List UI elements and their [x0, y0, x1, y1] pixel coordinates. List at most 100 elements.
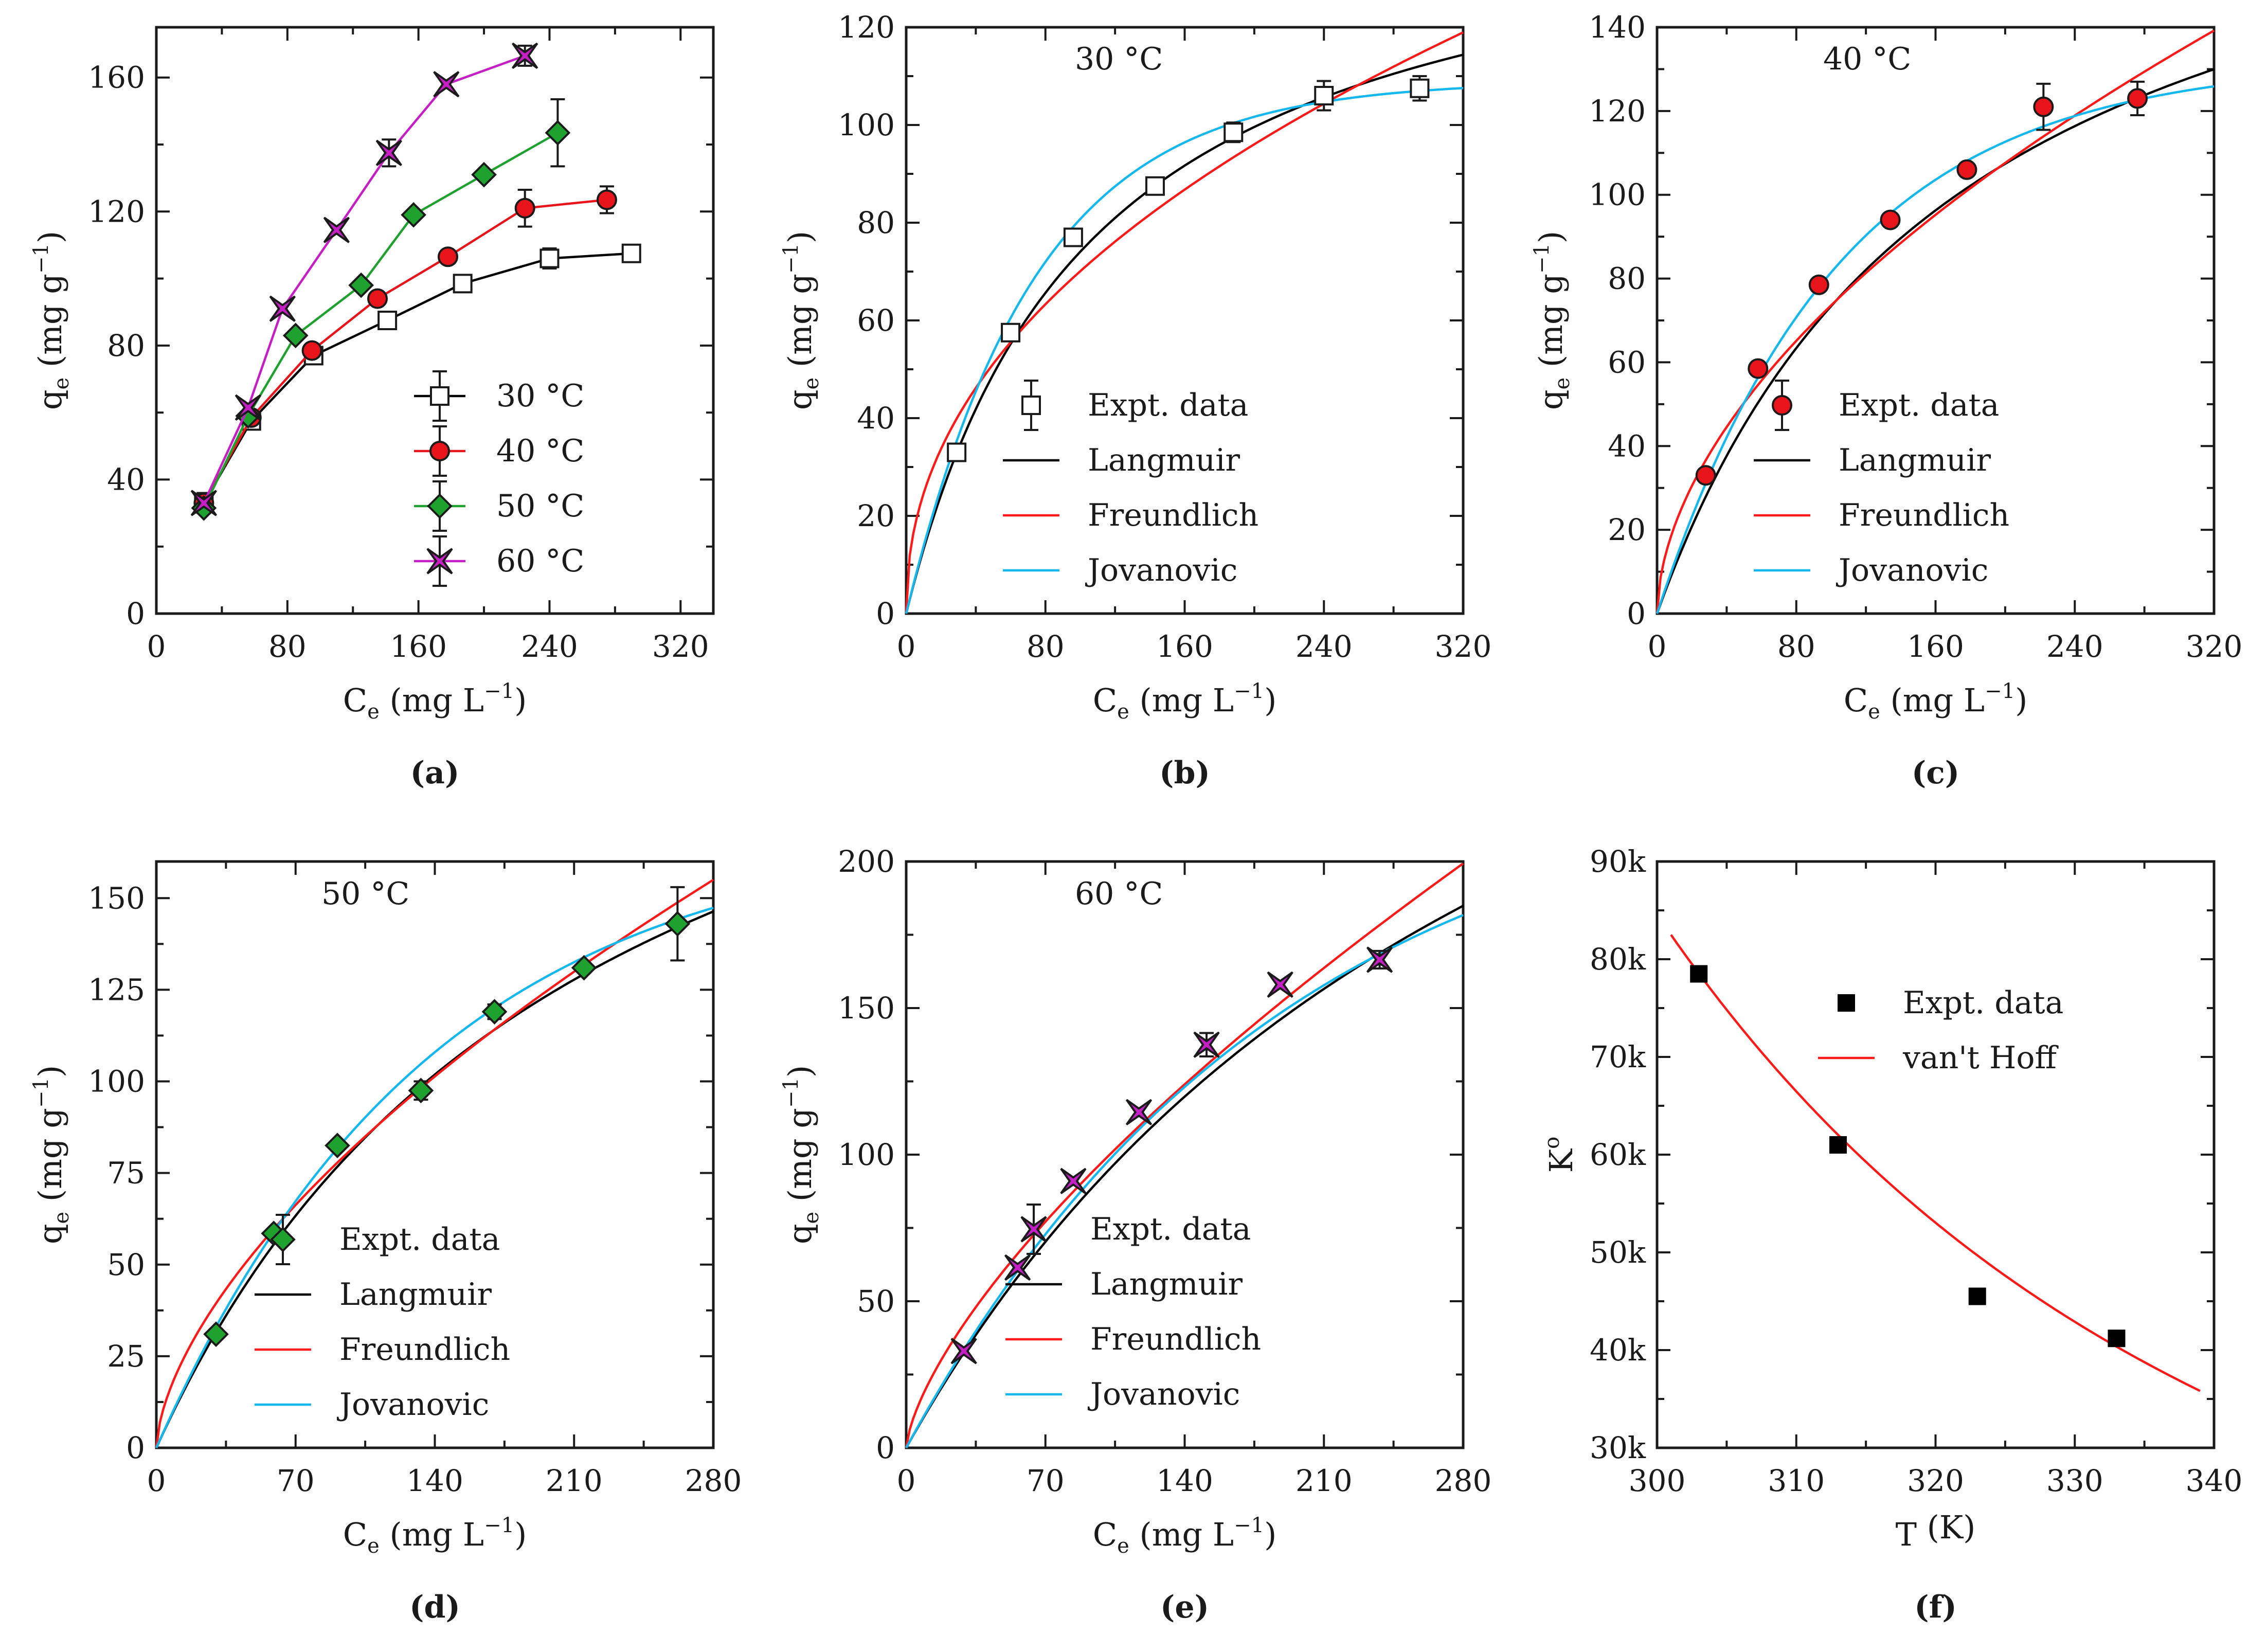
x-tick-label: 300 — [1629, 1463, 1686, 1498]
x-tick-label: 140 — [406, 1463, 463, 1498]
y-axis-label: qe (mg g−1) — [29, 231, 74, 410]
axis-label-sub: e — [1117, 700, 1129, 724]
data-point — [471, 161, 497, 188]
y-tick-label: 120 — [1589, 94, 1646, 129]
x-tick-label: 0 — [1648, 629, 1667, 664]
data-point — [282, 322, 309, 349]
data-point — [1829, 1136, 1847, 1154]
y-axis-label: Ko — [1540, 1137, 1580, 1173]
x-tick-label: 280 — [685, 1463, 742, 1498]
legend-label: Langmuir — [1090, 1266, 1243, 1302]
legend-marker — [1772, 395, 1792, 416]
axis-label-main: q — [31, 1224, 69, 1244]
data-point — [269, 295, 296, 322]
data-point — [408, 1078, 434, 1104]
legend-label: Expt. data — [339, 1222, 500, 1258]
axis-label-main: q — [1532, 389, 1570, 410]
x-axis-label: Ce (mg L−1) — [343, 1514, 527, 1558]
y-tick-label: 0 — [876, 1430, 895, 1465]
y-tick-label: 20 — [1608, 512, 1646, 547]
axis-label-unit: (K) — [1917, 1509, 1975, 1546]
data-point — [190, 490, 218, 516]
legend-item: Expt. data — [1838, 985, 2063, 1021]
legend: Expt. data Langmuir Freundlich Jovanovic — [1005, 1204, 1261, 1412]
data-point — [1808, 274, 1829, 295]
legend-item: 30 °C — [414, 370, 584, 422]
x-tick-label: 0 — [147, 629, 166, 664]
legend-label: Langmuir — [1088, 442, 1240, 478]
axis-label-close: ) — [781, 231, 819, 243]
legend-item: Freundlich — [255, 1332, 510, 1368]
data-point — [1956, 159, 1977, 180]
data-point — [367, 288, 388, 309]
y-tick-label: 50 — [107, 1247, 145, 1282]
legend-item: 60 °C — [414, 535, 584, 587]
data-point — [539, 248, 560, 268]
model-curve-langmuir — [1656, 68, 2215, 614]
y-tick-label: 20 — [857, 498, 895, 533]
data-point — [950, 1338, 977, 1364]
panel-label: (a) — [410, 755, 460, 791]
axis-label-unit: (mg g — [31, 1108, 69, 1212]
y-tick-label: 125 — [88, 972, 145, 1007]
axis-label-sup: −1 — [779, 243, 803, 274]
y-tick-label: 80k — [1590, 942, 1646, 977]
y-tick-label: 120 — [88, 194, 145, 229]
axis-label-sub: e — [367, 1534, 380, 1558]
legend-marker — [429, 441, 450, 461]
legend-item: Freundlich — [1754, 497, 2009, 533]
axis-label-unit: (mg L — [1129, 681, 1234, 719]
x-tick-label: 240 — [1296, 629, 1353, 664]
x-tick-label: 80 — [268, 629, 307, 664]
data-point — [545, 120, 571, 146]
data-point — [301, 340, 322, 361]
x-tick-label: 70 — [1027, 1463, 1065, 1498]
x-tick-label: 0 — [897, 629, 916, 664]
model-curve-langmuir — [155, 910, 714, 1448]
legend-label: 30 °C — [496, 378, 584, 414]
axis-label-sub: e — [367, 700, 380, 724]
y-axis-label: qe (mg g−1) — [779, 1065, 823, 1244]
data-point — [348, 272, 374, 298]
x-tick-label: 320 — [1435, 629, 1492, 664]
x-tick-label: 210 — [1296, 1463, 1353, 1498]
x-tick-label: 280 — [1435, 1463, 1492, 1498]
axis-label-sub: e — [1117, 1534, 1129, 1558]
axis-label-unit: (mg g — [781, 274, 819, 378]
panel-label: (d) — [409, 1589, 460, 1625]
legend-marker — [430, 386, 449, 406]
x-axis-label: Ce (mg L−1) — [1093, 1514, 1277, 1558]
axis-label-sup: −1 — [1530, 243, 1554, 274]
legend-item: Expt. data — [270, 1214, 500, 1265]
legend-label: Freundlich — [1088, 497, 1258, 533]
legend-item: Langmuir — [1754, 442, 1991, 478]
x-tick-label: 80 — [1777, 629, 1815, 664]
y-tick-label: 120 — [838, 10, 895, 45]
data-point — [2033, 96, 2054, 117]
y-axis-label: qe (mg g−1) — [1530, 231, 1574, 410]
legend-marker — [270, 1227, 296, 1252]
data-point — [512, 42, 538, 69]
data-point — [401, 202, 426, 228]
y-tick-label: 150 — [88, 881, 145, 915]
data-point — [235, 394, 262, 421]
x-tick-label: 80 — [1027, 629, 1065, 664]
legend-label: 60 °C — [496, 543, 584, 579]
data-point — [1060, 1168, 1087, 1194]
legend-item: Expt. data — [1021, 380, 1248, 431]
x-axis-label: Ce (mg L−1) — [1844, 679, 2028, 724]
plot-frame — [1656, 860, 2216, 1449]
legend-item: Freundlich — [1003, 497, 1258, 533]
model-curve-freundlich — [905, 31, 1464, 613]
axis-label-main: C — [1844, 681, 1868, 719]
axis-label-sup: o — [1540, 1137, 1564, 1149]
axis-label-sup: −1 — [484, 1514, 514, 1537]
y-tick-label: 25 — [107, 1339, 145, 1374]
x-tick-label: 160 — [1156, 629, 1213, 664]
legend: 30 °C 40 °C 50 °C 60 °C — [414, 370, 584, 587]
axis-label-sup: −1 — [484, 679, 514, 703]
legend: Expt. data Langmuir Freundlich Jovanovic — [255, 1214, 510, 1423]
y-tick-label: 80 — [857, 205, 895, 240]
